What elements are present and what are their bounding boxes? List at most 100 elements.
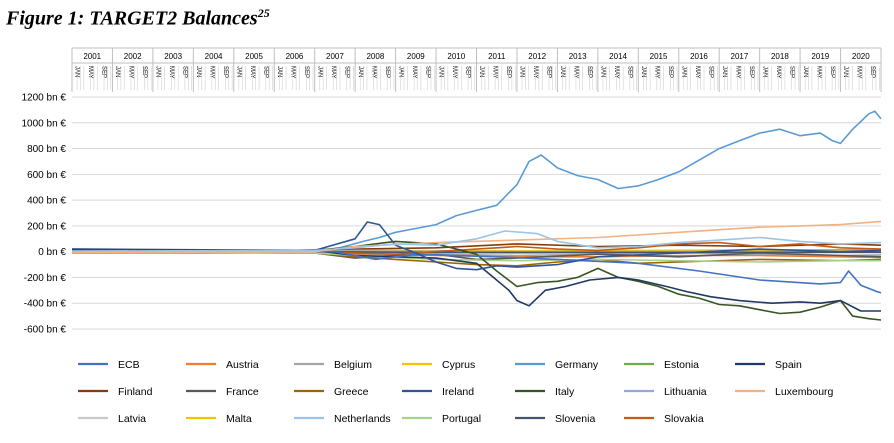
legend-label: Latvia <box>118 413 146 425</box>
month-label: SEP <box>343 66 349 78</box>
month-label: SEP <box>627 66 633 78</box>
month-label: SEP <box>667 66 673 78</box>
legend-item-ireland: Ireland <box>402 386 474 398</box>
y-tick-label: 400 bn € <box>27 196 66 207</box>
footnote-marker: 25 <box>257 6 270 20</box>
year-label-2010: 2010 <box>447 52 465 61</box>
month-label: JAN <box>842 66 848 77</box>
series-line-france <box>71 250 882 261</box>
y-tick-label: -400 bn € <box>24 299 67 310</box>
legend-item-lithuania: Lithuania <box>624 386 707 398</box>
year-label-2003: 2003 <box>164 52 182 61</box>
year-label-2014: 2014 <box>609 52 627 61</box>
legend-label: France <box>226 386 259 398</box>
legend-item-greece: Greece <box>294 386 369 398</box>
month-label: MAY <box>492 66 498 79</box>
legend-label: Slovakia <box>664 413 704 425</box>
month-label: JAN <box>438 66 444 77</box>
month-label: SEP <box>384 66 390 78</box>
legend-label: Belgium <box>334 359 372 371</box>
month-label: MAY <box>573 66 579 79</box>
month-label: MAY <box>370 66 376 79</box>
month-label: MAY <box>289 66 295 79</box>
month-label: MAY <box>411 66 417 79</box>
legend-item-belgium: Belgium <box>294 359 372 371</box>
y-tick-label: 200 bn € <box>27 221 66 232</box>
year-label-2016: 2016 <box>690 52 708 61</box>
month-label: JAN <box>802 66 808 77</box>
month-label: JAN <box>761 66 767 77</box>
legend-label: Germany <box>555 359 599 371</box>
year-label-2001: 2001 <box>83 52 101 61</box>
series-line-netherlands <box>71 230 882 252</box>
legend-item-netherlands: Netherlands <box>294 413 391 425</box>
legend-item-malta: Malta <box>186 413 252 425</box>
month-label: JAN <box>559 66 565 77</box>
y-tick-label: 1200 bn € <box>22 93 67 104</box>
figure-title-text: Figure 1: TARGET2 Balances <box>6 7 258 30</box>
month-label: SEP <box>424 66 430 78</box>
month-label: MAY <box>249 66 255 79</box>
month-label: MAY <box>694 66 700 79</box>
month-label: JAN <box>397 66 403 77</box>
month-label: MAY <box>775 66 781 79</box>
year-label-2015: 2015 <box>650 52 668 61</box>
series-line-italy <box>72 240 882 321</box>
legend-item-portugal: Portugal <box>402 413 481 425</box>
year-label-2011: 2011 <box>488 52 506 61</box>
legend-item-france: France <box>186 386 259 398</box>
month-label: JAN <box>155 66 161 77</box>
y-tick-label: -200 bn € <box>24 273 67 284</box>
series-line-germany <box>71 110 882 252</box>
legend: ECB Austria Belgium Cyprus Germany Estonia Spa… <box>78 359 834 425</box>
month-label: JAN <box>721 66 727 77</box>
series-line-spain <box>71 248 881 312</box>
y-tick-label: -600 bn € <box>24 325 67 336</box>
month-label: MAY <box>532 66 538 79</box>
year-label-2012: 2012 <box>528 52 546 61</box>
year-label-2002: 2002 <box>124 52 142 61</box>
y-tick-label: 1000 bn € <box>22 118 67 129</box>
month-label: SEP <box>829 66 835 78</box>
month-label: MAY <box>128 66 134 79</box>
month-label: JAN <box>195 66 201 77</box>
legend-item-slovenia: Slovenia <box>515 413 595 425</box>
month-label: SEP <box>748 66 754 78</box>
legend-label: Spain <box>775 359 802 371</box>
month-label: MAY <box>856 66 862 79</box>
month-label: JAN <box>680 66 686 77</box>
year-label-2020: 2020 <box>852 52 870 61</box>
month-label: JAN <box>600 66 606 77</box>
year-label-2019: 2019 <box>811 52 829 61</box>
legend-item-slovakia: Slovakia <box>624 413 704 425</box>
legend-label: Finland <box>118 386 153 398</box>
year-label-2007: 2007 <box>326 52 344 61</box>
series-line-ecb <box>72 250 882 294</box>
legend-item-latvia: Latvia <box>78 413 146 425</box>
month-label: JAN <box>478 66 484 77</box>
legend-label: Malta <box>226 413 252 425</box>
plot-area <box>71 110 882 321</box>
month-label: MAY <box>330 66 336 79</box>
year-label-2018: 2018 <box>771 52 789 61</box>
figure-title: Figure 1: TARGET2 Balances25 <box>6 6 270 31</box>
month-label: SEP <box>262 66 268 78</box>
year-label-2005: 2005 <box>245 52 263 61</box>
month-label: SEP <box>788 66 794 78</box>
month-label: JAN <box>276 66 282 77</box>
month-label: JAN <box>640 66 646 77</box>
month-label: MAY <box>87 66 93 79</box>
month-label: MAY <box>734 66 740 79</box>
month-label: SEP <box>303 66 309 78</box>
month-label: JAN <box>235 66 241 77</box>
legend-label: Austria <box>226 359 259 371</box>
month-label: MAY <box>613 66 619 79</box>
legend-label: ECB <box>118 359 140 371</box>
month-label: SEP <box>182 66 188 78</box>
legend-item-spain: Spain <box>735 359 802 371</box>
month-label: MAY <box>451 66 457 79</box>
legend-label: Ireland <box>442 386 474 398</box>
legend-item-cyprus: Cyprus <box>402 359 475 371</box>
